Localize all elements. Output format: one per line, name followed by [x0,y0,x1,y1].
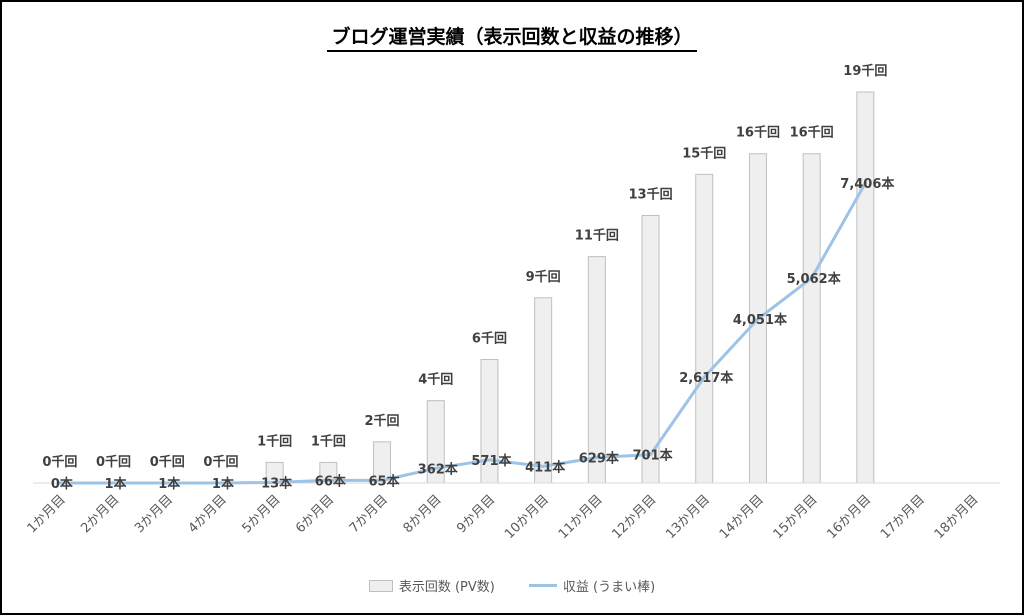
x-tick-label: 9か月目 [454,492,498,536]
chart-title-text: ブログ運営実績（表示回数と収益の推移） [327,26,697,52]
line-data-label: 411本 [525,459,565,475]
bar [802,153,821,484]
line-layer [58,181,867,485]
line-data-label: 65本 [369,473,400,489]
revenue-line [58,181,867,485]
chart-title: ブログ運営実績（表示回数と収益の推移） [0,22,1024,52]
legend-label-pv: 表示回数 (PV数) [398,580,495,595]
line-data-label: 66本 [315,473,346,489]
bar-data-label: 15千回 [682,145,726,161]
bar-data-label: 1千回 [257,433,292,449]
legend-swatch-bar [368,579,393,592]
line-data-label: 4,051本 [733,312,787,328]
x-tick-label: 3か月目 [132,492,176,536]
bar-data-label: 16千回 [736,125,780,141]
bar-data-label: 1千回 [311,433,346,449]
line-data-label: 1本 [212,476,234,492]
line-data-label: 1本 [105,476,127,492]
x-tick-label: 13か月目 [663,492,713,542]
bar-data-label: 6千回 [472,331,507,347]
line-data-label: 13本 [261,475,292,491]
x-tick-labels: 1か月目 2か月目 3か月目 4か月目 5か月目 6か月目 7か月目 8か月目 9か月目 10か月… [25,492,982,542]
x-tick-label: 16か月目 [824,492,874,542]
bar [587,256,606,484]
x-tick-label: 15か月目 [771,492,821,542]
x-tick-label: 18か月目 [932,492,982,542]
bar-data-label: 19千回 [843,63,887,79]
x-tick-label: 14か月目 [717,492,767,542]
line-data-label: 7,406本 [840,176,894,192]
bars-layer [265,91,875,484]
line-data-label: 571本 [471,453,511,469]
bar-data-label: 2千回 [365,413,400,429]
line-data-label: 1本 [158,476,180,492]
bar-data-label: 11千回 [575,228,619,244]
x-tick-label: 2か月目 [78,492,122,536]
line-data-label: 701本 [632,448,672,464]
bar [695,173,714,484]
bar-data-label: 16千回 [790,125,834,141]
bar-data-label: 4千回 [418,372,453,388]
bar-data-label: 9千回 [526,269,561,285]
legend-item-revenue: 収益 (うまい棒) [528,576,656,595]
x-tick-label: 11か月目 [556,492,606,542]
bar [856,91,875,484]
bar-labels-layer: 0千回 0千回 0千回 0千回 1千回 1千回 2千回 4千回 6千回 9千回 11千回 13千回 15… [42,63,887,470]
x-tick-label: 17か月目 [878,492,928,542]
line-data-label: 2,617本 [679,370,733,386]
bar-data-label: 0千回 [42,454,77,470]
x-tick-label: 1か月目 [25,492,69,536]
x-tick-label: 12か月目 [609,492,659,542]
line-data-label: 5,062本 [787,271,841,287]
x-tick-label: 8か月目 [401,492,445,536]
x-tick-label: 7か月目 [347,492,391,536]
line-data-label: 362本 [418,461,458,477]
bar-data-label: 0千回 [96,454,131,470]
bar-data-label: 13千回 [629,186,673,202]
x-tick-label: 6か月目 [293,492,337,536]
x-tick-label: 10か月目 [502,492,552,542]
bar [534,297,553,484]
line-data-label: 629本 [579,451,619,467]
bar-data-label: 0千回 [150,454,185,470]
legend-swatch-line [528,584,557,587]
bar-data-label: 0千回 [203,454,238,470]
legend-item-pv: 表示回数 (PV数) [368,576,495,595]
x-tick-label: 4か月目 [186,492,230,536]
x-tick-label: 5か月目 [239,492,283,536]
legend: 表示回数 (PV数) 収益 (うまい棒) [0,576,1024,595]
line-data-label: 0本 [51,476,73,492]
legend-label-revenue: 収益 (うまい棒) [562,580,656,595]
line-labels-layer: 0本 1本 1本 1本 13本 66本 65本 362本 571本 411本 629本 701本 2,6… [51,176,895,492]
bar [641,214,660,484]
